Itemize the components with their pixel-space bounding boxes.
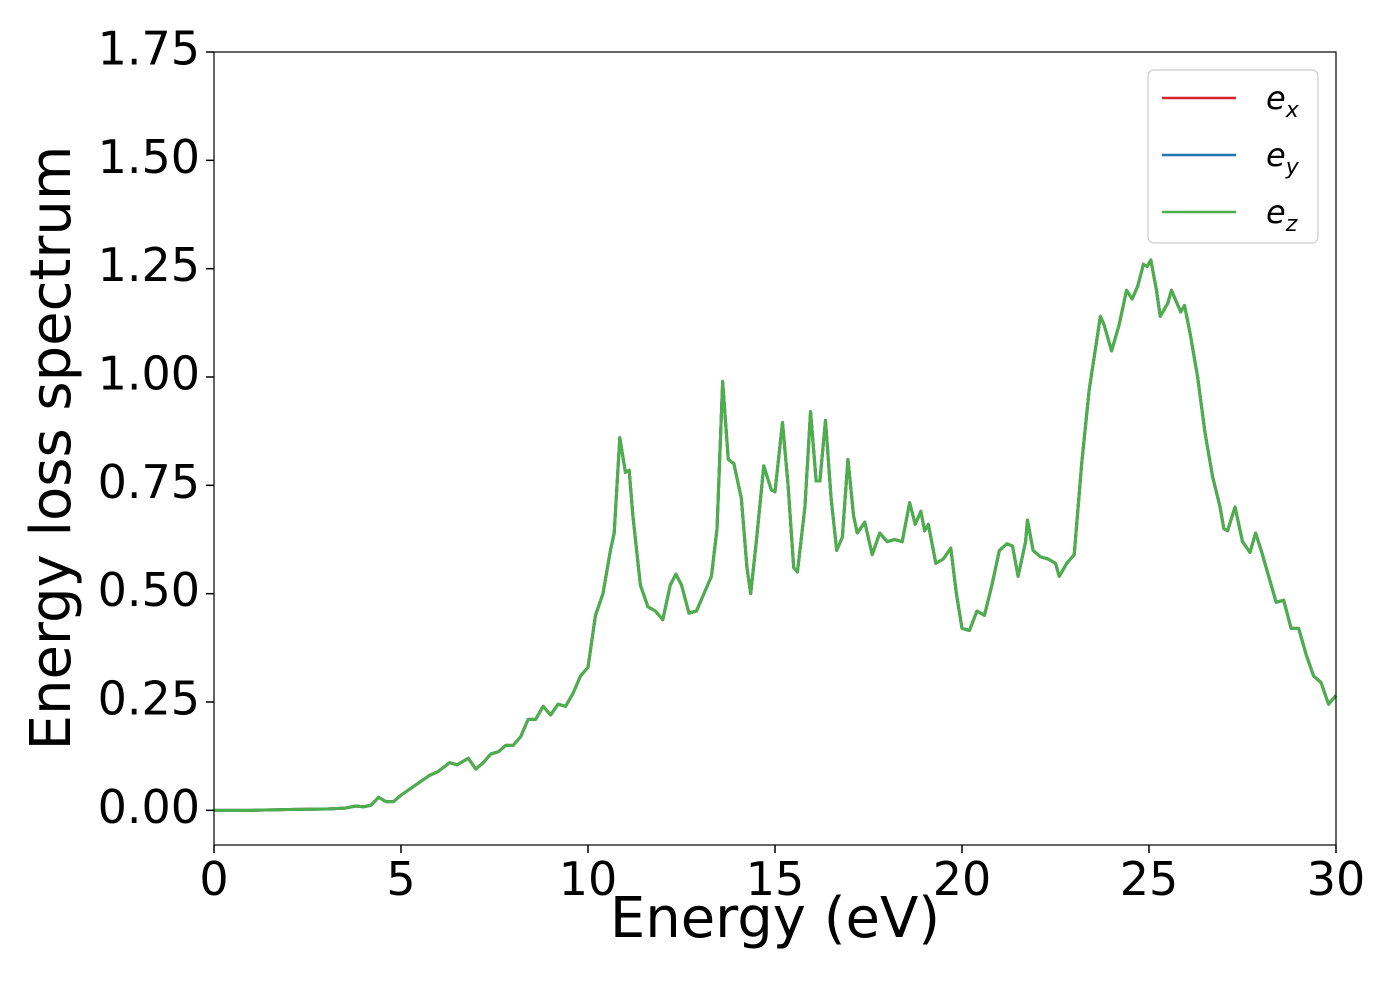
y-tick-label: 0.75 [98, 455, 200, 509]
y-tick-label: 0.50 [98, 563, 200, 617]
data-line [214, 258, 1338, 812]
y-tick-label: 1.75 [98, 22, 200, 76]
data-line [214, 258, 1338, 812]
x-tick-label: 5 [386, 852, 415, 906]
data-line [214, 258, 1338, 812]
x-tick-label: 20 [933, 852, 992, 906]
legend-label: ez [1266, 193, 1298, 237]
y-tick-label: 1.25 [98, 238, 200, 292]
x-tick-label: 30 [1307, 852, 1366, 906]
y-tick-label: 1.00 [98, 347, 200, 401]
legend-label: ey [1266, 136, 1300, 180]
x-tick-label: 10 [559, 852, 618, 906]
y-tick-label: 0.25 [98, 672, 200, 726]
y-tick-label: 0.00 [98, 780, 200, 834]
legend-label: ex [1266, 79, 1300, 123]
x-axis-label: Energy (eV) [610, 886, 940, 951]
x-tick-label: 25 [1120, 852, 1179, 906]
x-tick-label: 15 [746, 852, 805, 906]
x-tick-label: 0 [199, 852, 228, 906]
y-axis-label: Energy loss spectrum [19, 146, 84, 751]
plot-frame [213, 51, 1337, 846]
y-tick-label: 1.50 [98, 130, 200, 184]
legend-box [1147, 69, 1319, 244]
